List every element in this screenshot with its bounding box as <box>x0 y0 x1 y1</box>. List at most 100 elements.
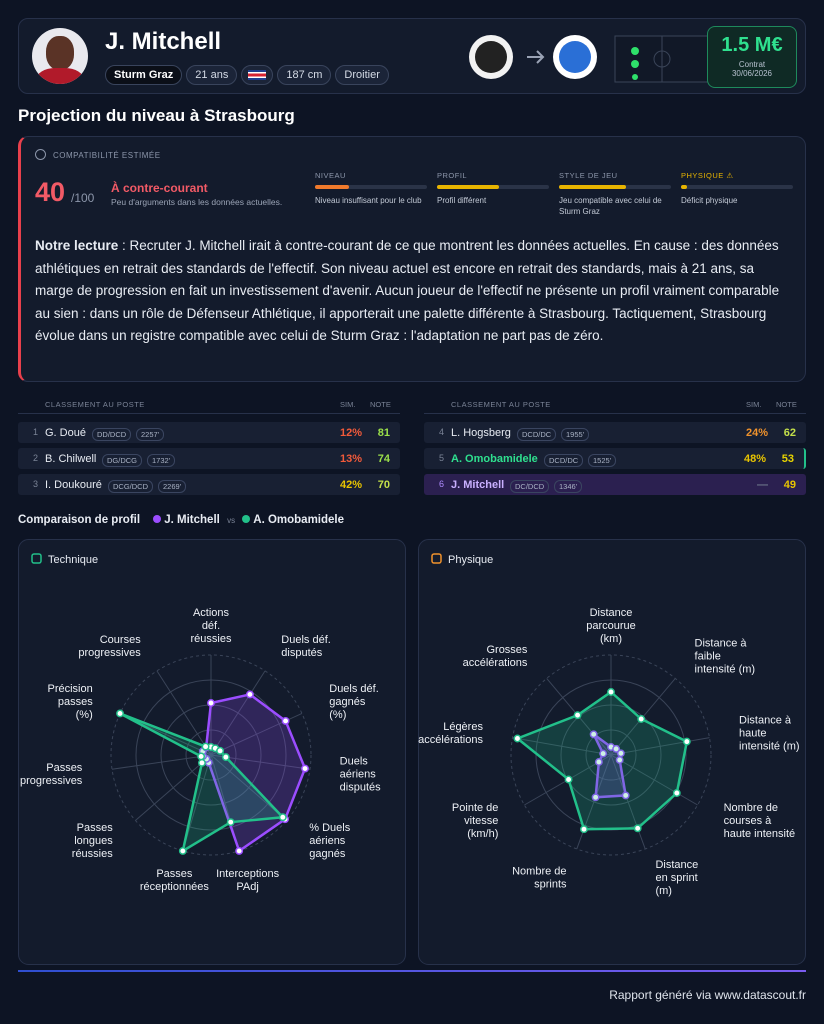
compat-icon <box>35 149 46 160</box>
axis-label: Pointe de vitesse (km/h) <box>452 802 498 840</box>
axis-label: Duels déf. disputés <box>281 634 331 659</box>
chart-title: Technique <box>48 554 98 566</box>
radar-axis <box>210 670 266 756</box>
axis-label: Nombre de sprints <box>512 866 567 891</box>
axis-label: Passes longues réussies <box>72 822 113 860</box>
height-chip: 187 cm <box>277 65 332 85</box>
table-header: SIM. <box>340 400 356 409</box>
club-logo-inner <box>475 41 507 73</box>
rank: 1 <box>33 427 39 437</box>
minutes-tag: 1732' <box>147 454 176 467</box>
note: 49 <box>783 479 796 491</box>
radar-point <box>672 789 681 797</box>
chart-title: Physique <box>448 554 493 566</box>
criterion-note: Jeu compatible avec celui de Sturm Graz <box>559 196 662 216</box>
table-header: NOTE <box>370 400 391 409</box>
player-name: G. Doué <box>45 427 86 439</box>
axis-label: Interceptions PAdj <box>216 868 279 893</box>
rank: 4 <box>439 427 445 437</box>
rank: 2 <box>33 453 39 463</box>
radar-axis <box>156 670 212 756</box>
criterion-note: Niveau insuffisant pour le club <box>315 196 422 205</box>
radar-axis <box>576 754 612 850</box>
radar-point <box>599 749 608 758</box>
criterion-bar <box>681 185 687 189</box>
footer-rule <box>18 970 806 972</box>
radar-axis <box>512 737 612 756</box>
radar-axis <box>135 754 212 821</box>
player-name: B. Chilwell <box>45 453 97 465</box>
criterion-note: Profil différent <box>437 196 487 205</box>
table-row: 3 I. Doukouré DCG/DCD 2269' 42% 70 <box>18 474 400 495</box>
table-header: CLASSEMENT AU POSTE <box>451 400 551 409</box>
similarity: 42% <box>339 479 362 491</box>
criterion-name: PHYSIQUE ⚠ <box>681 171 734 180</box>
radar-point <box>621 791 630 800</box>
radar-area <box>514 690 689 831</box>
criterion-note: Déficit physique <box>681 196 738 205</box>
radar-point <box>612 744 621 753</box>
shirt <box>36 68 84 84</box>
ranking-right: CLASSEMENT AU POSTE SIM. NOTE 4 L. Hogsberg D… <box>424 396 806 500</box>
chart-icon <box>431 553 442 564</box>
minutes-tag: 2269' <box>158 480 187 493</box>
radar-point <box>201 742 210 751</box>
radar-point <box>278 813 287 822</box>
axis-label: Précision passes (%) <box>47 683 93 721</box>
radar-point <box>580 825 588 834</box>
axis-label: Passes progressives <box>20 762 83 787</box>
radar-card <box>18 539 406 965</box>
table-header: SIM. <box>746 400 762 409</box>
radar-axis <box>610 754 698 806</box>
reading-label: Notre lecture <box>35 238 119 253</box>
player-name: A. Omobamidele <box>451 453 538 465</box>
reading: Notre lecture : Recruter J. Mitchell ira… <box>35 235 785 348</box>
player-name: I. Doukouré <box>45 479 102 491</box>
axis-label: Actions déf. réussies <box>191 607 232 645</box>
criterion-track <box>315 185 427 189</box>
radar-point <box>637 715 646 723</box>
table-rule <box>18 413 400 414</box>
axis-label: Distance à faible intensité (m) <box>695 637 756 675</box>
verdict-note: Peu d'arguments dans les données actuell… <box>111 197 283 207</box>
radar-point <box>633 824 642 833</box>
score: 40 <box>35 177 66 207</box>
position-tag: DCD/DC <box>544 454 584 467</box>
position-tag: DCD/DC <box>517 428 557 441</box>
legend-swatch <box>242 515 251 523</box>
foot-chip: Droitier <box>335 65 389 85</box>
axis-label: Duels déf. gagnés (%) <box>329 683 379 721</box>
rank: 6 <box>439 479 445 489</box>
rank: 3 <box>33 479 39 489</box>
footer: Rapport généré via www.datascout.fr <box>609 988 806 1002</box>
radar-point <box>226 818 235 827</box>
axis-label: % Duels aériens gagnés <box>309 822 350 860</box>
section-title: Projection du niveau à Strasbourg <box>18 106 295 125</box>
radar-point <box>207 699 215 707</box>
radar-point <box>197 758 206 767</box>
chart-icon <box>31 553 42 564</box>
minutes-tag: 1955' <box>561 428 590 441</box>
contract-label: Contrat <box>738 60 766 69</box>
radar-point <box>594 758 603 766</box>
radar-point <box>197 752 206 761</box>
face <box>46 36 74 70</box>
verdict: À contre-courant <box>111 181 208 195</box>
radar-point <box>216 746 225 755</box>
criterion-bar <box>437 185 499 189</box>
position-dot <box>631 47 639 55</box>
similarity: 12% <box>339 427 362 439</box>
criterion-name: STYLE DE JEU <box>559 171 618 180</box>
position-tag: DC/DCD <box>510 480 550 493</box>
axis-label: Légères accélérations <box>418 721 483 746</box>
table-row: 1 G. Doué DD/DCD 2257' 12% 81 <box>18 422 400 443</box>
club-chip: Sturm Graz <box>105 65 183 85</box>
similarity: 24% <box>745 427 768 439</box>
player-name: J. Mitchell <box>105 28 222 55</box>
market-value: 1.5 M€ <box>721 34 783 56</box>
criterion-track <box>559 185 671 189</box>
note: 70 <box>377 479 390 491</box>
radar-point <box>245 690 254 699</box>
table-header: NOTE <box>776 400 797 409</box>
